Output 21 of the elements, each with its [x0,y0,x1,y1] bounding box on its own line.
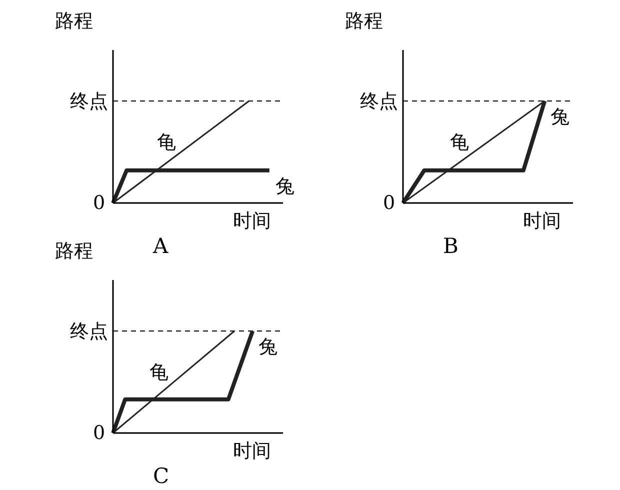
ref-line-label: 终点 [70,320,108,343]
text: 0 [93,192,106,214]
series-label: 龟 [450,132,469,154]
series-label: 兔 [275,175,294,198]
y-axis-title: 路程 [55,10,93,32]
series-label: 兔 [258,336,278,358]
y-axis-title: 路程 [55,240,93,262]
text: 0 [383,192,396,214]
text: 0 [93,422,106,444]
series-label: 兔 [550,106,570,128]
text: B [443,234,458,258]
x-axis-title: 时间 [523,210,561,232]
ref-line-label: 终点 [360,90,398,113]
y-axis-title: 路程 [345,10,383,32]
series-label: 龟 [150,362,169,384]
text: A [153,234,168,258]
x-axis-title: 时间 [233,440,271,462]
text: C [153,464,170,488]
ref-line-label: 终点 [70,90,108,113]
x-axis-title: 时间 [233,210,271,232]
series-label: 龟 [157,132,176,154]
